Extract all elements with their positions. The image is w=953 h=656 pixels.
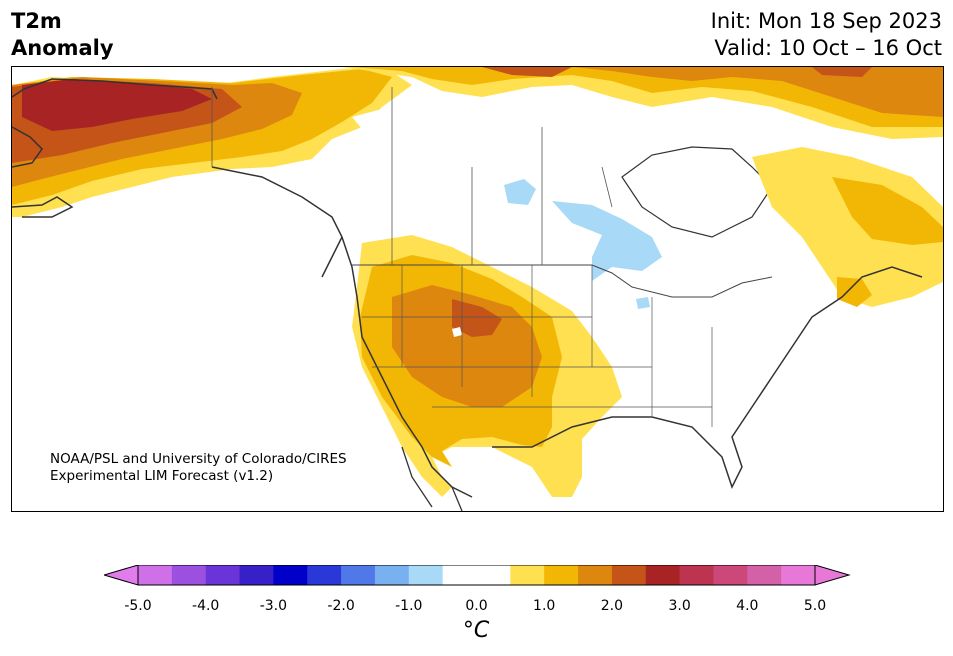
anomaly-area-yellow-labrador: [752, 147, 943, 307]
colorbar: [104, 565, 851, 586]
colorbar-cell: [544, 565, 579, 585]
colorbar-tick-label: 5.0: [803, 598, 827, 614]
anomaly-area-red-alaska: [22, 79, 212, 131]
anomaly-area-blue-saskatchewan: [504, 179, 536, 205]
colorbar-cell: [374, 565, 410, 585]
coastline-west: [211, 166, 473, 498]
colorbar-tick-label: 0.0: [465, 598, 488, 614]
colorbar-tick-label: -5.0: [124, 598, 152, 614]
data-credit: NOAA/PSL and University of Colorado/CIRE…: [50, 451, 347, 485]
title-line-2: Anomaly: [11, 36, 114, 60]
credit-line-2: Experimental LIM Forecast (v1.2): [50, 468, 274, 484]
colorbar-max-extension: [814, 565, 851, 586]
province-borders: [211, 87, 613, 265]
colorbar-cell: [645, 565, 681, 585]
colorbar-cell: [205, 565, 241, 585]
colorbar-cell: [747, 565, 782, 585]
anomaly-area-white-arctic-pocket: [352, 109, 412, 129]
colorbar-tick-label: -3.0: [259, 598, 288, 614]
colorbar-cell: [341, 565, 376, 585]
colorbar-min-extension: [104, 565, 139, 586]
colorbar-cells: [138, 565, 816, 585]
colorbar-cell: [239, 565, 274, 585]
hudson-bay: [621, 146, 773, 238]
colorbar-tick-label: -1.0: [395, 598, 423, 614]
baja-peninsula: [401, 446, 463, 511]
anomaly-area-orange-west: [392, 285, 542, 407]
colorbar-cell: [171, 565, 207, 585]
colorbar-cell: [578, 565, 613, 585]
colorbar-cell: [408, 565, 444, 585]
colorbar-cell: [713, 565, 748, 585]
anomaly-map: NOAA/PSL and University of Colorado/CIRE…: [11, 66, 944, 512]
forecast-dates: Init: Mon 18 Sep 2023 Valid: 10 Oct – 16…: [711, 8, 942, 62]
colorbar-tick-label: -2.0: [327, 598, 355, 614]
valid-dates: Valid: 10 Oct – 16 Oct: [714, 36, 942, 60]
colorbar-cell: [138, 565, 173, 585]
coastline-gulf-east: [492, 266, 923, 489]
colorbar-tick-label: 4.0: [736, 598, 759, 614]
map-title: T2m Anomaly: [11, 8, 114, 62]
colorbar-tick-label: -4.0: [192, 598, 220, 614]
anomaly-area-gold-labrador: [832, 177, 943, 245]
title-line-1: T2m: [11, 9, 62, 33]
anomaly-area-darkorange-west: [452, 299, 502, 337]
colorbar-unit-label: °C: [462, 618, 490, 643]
credit-line-1: NOAA/PSL and University of Colorado/CIRE…: [50, 451, 347, 467]
colorbar-tick-label: 2.0: [600, 598, 624, 614]
anomaly-area-white-west-pocket: [452, 327, 462, 337]
colorbar-tick-label: 1.0: [533, 598, 556, 614]
colorbar-cell: [307, 565, 342, 585]
colorbar-cell: [510, 565, 545, 585]
anomaly-area-darkorange-arctic: [482, 67, 872, 77]
colorbar-outline: [137, 565, 816, 586]
state-borders: [362, 265, 713, 427]
colorbar-cell: [476, 565, 511, 585]
anomaly-area-blue-great-lakes: [552, 201, 662, 281]
colorbar-cell: [679, 565, 714, 585]
anomaly-area-blue-lake: [636, 297, 650, 309]
colorbar-cell: [273, 565, 308, 585]
map-graphic: [12, 67, 943, 511]
init-date: Init: Mon 18 Sep 2023: [710, 9, 942, 33]
anomaly-area-gold-maritimes: [837, 277, 872, 307]
colorbar-tick-label: 3.0: [668, 598, 691, 614]
anomaly-area-orange-arctic: [572, 67, 943, 117]
colorbar-cell: [611, 565, 647, 585]
colorbar-cell: [781, 565, 816, 585]
colorbar-cell: [442, 565, 477, 585]
